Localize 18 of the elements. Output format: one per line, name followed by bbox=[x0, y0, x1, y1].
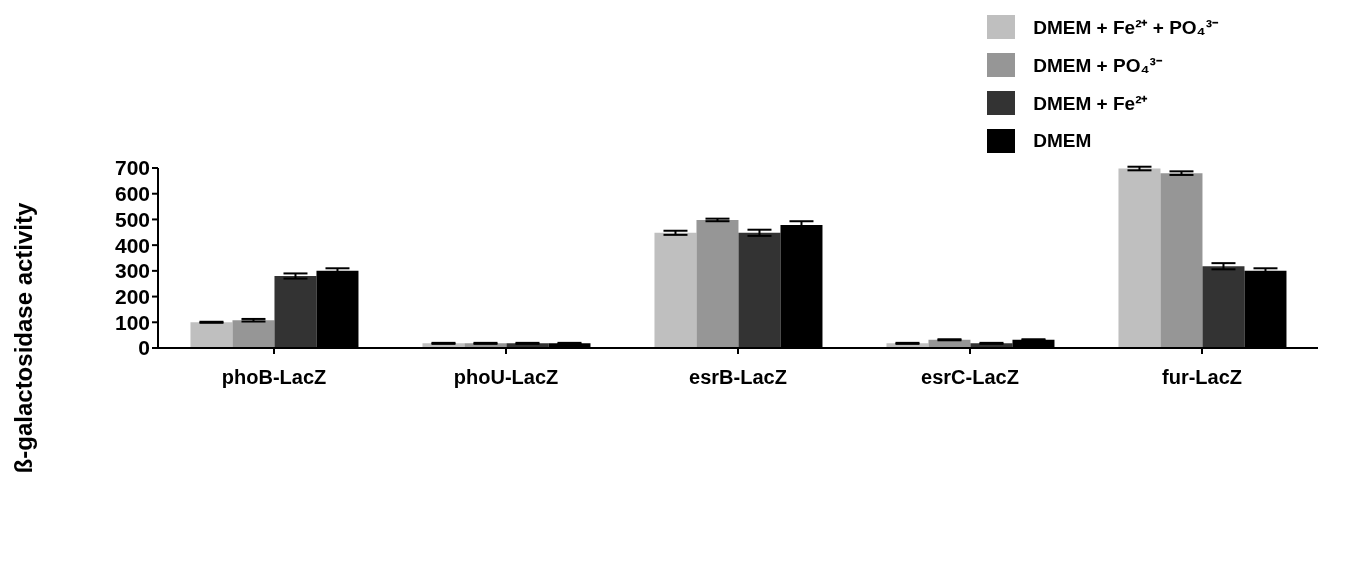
y-tick-label: 600 bbox=[114, 182, 150, 206]
legend-label: DMEM bbox=[1033, 130, 1092, 152]
x-tick-label: phoB-LacZ bbox=[221, 366, 327, 389]
y-tick-label: 0 bbox=[138, 336, 150, 360]
x-tick-label: fur-LacZ bbox=[1162, 366, 1242, 389]
y-tick-label: 100 bbox=[114, 310, 150, 334]
y-tick-label: 200 bbox=[114, 285, 150, 309]
legend-label: DMEM + Fe²⁺ + PO₄³⁻ bbox=[1033, 16, 1218, 40]
x-tick-label: esrB-LacZ bbox=[689, 366, 787, 389]
x-tick-label: phoU-LacZ bbox=[453, 366, 559, 389]
y-tick-label: 700 bbox=[114, 156, 150, 180]
y-tick-label: 400 bbox=[114, 233, 150, 257]
y-tick-label: 500 bbox=[114, 207, 150, 231]
legend-label: DMEM + Fe²⁺ bbox=[1033, 92, 1148, 116]
legend-label: DMEM + PO₄³⁻ bbox=[1033, 54, 1162, 78]
y-axis-title: ß-galactosidase activity bbox=[9, 201, 37, 474]
x-tick-label: esrC-LacZ bbox=[921, 366, 1019, 389]
y-tick-label: 300 bbox=[114, 259, 150, 283]
